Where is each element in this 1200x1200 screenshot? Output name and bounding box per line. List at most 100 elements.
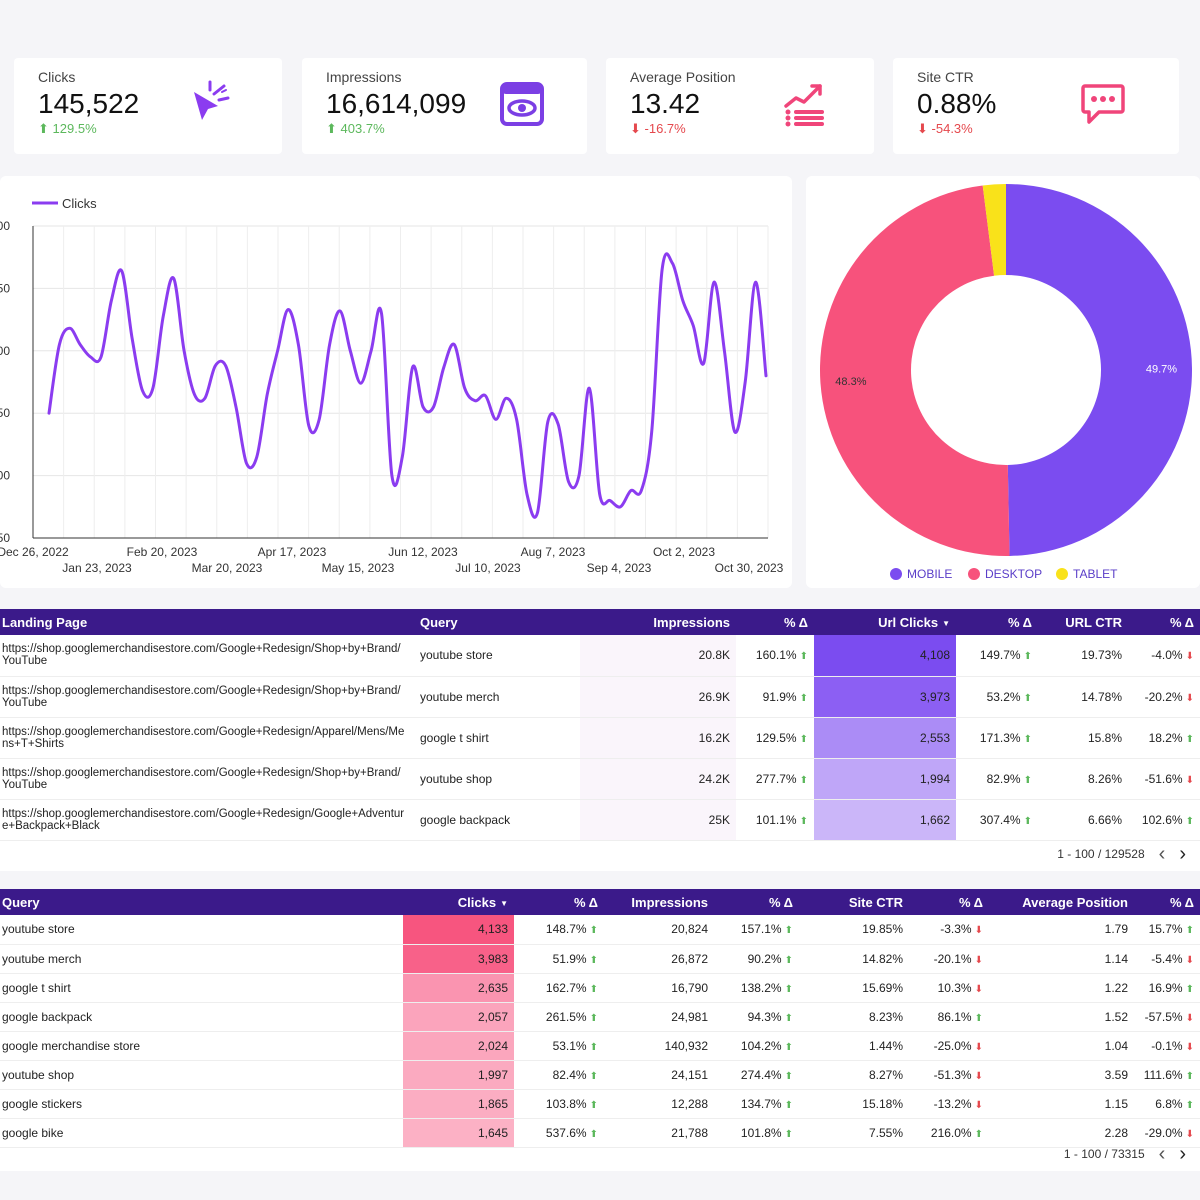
impressions-cell: 20.8K — [580, 635, 736, 677]
arrow-up-icon: ⬆ — [589, 983, 598, 995]
donut-slice-desktop[interactable] — [819, 185, 1010, 556]
col-header-clicks[interactable]: Clicks ▼ — [403, 889, 514, 915]
delta-value: 274.4% — [740, 1067, 782, 1082]
col-header-url-ctr-delta[interactable]: % Δ — [1128, 609, 1200, 635]
clicks-cell: 1,865 — [403, 1089, 514, 1119]
table-row[interactable]: youtube store 4,133 148.7% ⬆ 20,824 157.1% ⬆ 19… — [0, 915, 1200, 945]
table-row[interactable]: google merchandise store 2,024 53.1% ⬆ 140,9… — [0, 1031, 1200, 1061]
delta-value: 307.4% — [979, 812, 1021, 827]
donut-chart: 49.7% 48.3% MOBILE DESKTOP TABLET — [819, 184, 1193, 581]
delta-value: 162.7% — [545, 980, 587, 995]
col-header-impressions-delta[interactable]: % Δ — [736, 609, 814, 635]
col-header-clicks-delta[interactable]: % Δ — [514, 889, 604, 915]
table-row[interactable]: https://shop.googlemerchandisestore.com/… — [0, 635, 1200, 677]
table-row[interactable]: youtube shop 1,997 82.4% ⬆ 24,151 274.4% ⬆ 8.27… — [0, 1060, 1200, 1090]
delta-cell: 101.1% ⬆ — [736, 799, 814, 841]
x-tick-label: Jan 23, 2023 — [62, 561, 132, 575]
table-row[interactable]: google backpack 2,057 261.5% ⬆ 24,981 94.3% ⬆ 8… — [0, 1002, 1200, 1032]
arrow-down-icon: ⬇ — [974, 983, 983, 995]
table-row[interactable]: https://shop.googlemerchandisestore.com/… — [0, 799, 1200, 841]
query-cell[interactable]: google bike — [0, 1118, 403, 1148]
legend-label[interactable]: DESKTOP — [985, 567, 1042, 581]
delta-cell: 102.6% ⬆ — [1128, 799, 1200, 841]
col-header-impressions-delta[interactable]: % Δ — [714, 889, 799, 915]
col-header-query[interactable]: Query — [414, 609, 580, 635]
chevron-right-icon[interactable]: › — [1179, 843, 1186, 865]
arrow-up-icon: ⬆ — [1185, 733, 1194, 745]
legend-swatch — [890, 568, 902, 580]
arrow-up-icon: ⬆ — [1023, 651, 1032, 663]
donut-chart-panel: 49.7% 48.3% MOBILE DESKTOP TABLET — [806, 176, 1200, 588]
query-cell[interactable]: google t shirt — [0, 973, 403, 1003]
col-header-url-ctr[interactable]: URL CTR — [1038, 609, 1128, 635]
table-row[interactable]: https://shop.googlemerchandisestore.com/… — [0, 676, 1200, 718]
table-row[interactable]: google t shirt 2,635 162.7% ⬆ 16,790 138.2% ⬆ 1… — [0, 973, 1200, 1003]
delta-cell: 111.6% ⬆ — [1134, 1060, 1200, 1090]
landing-page-cell[interactable]: https://shop.googlemerchandisestore.com/… — [0, 635, 414, 677]
delta-value: 111.6% — [1143, 1067, 1183, 1082]
arrow-up-icon: ⬆ — [784, 1041, 793, 1053]
col-header-url-clicks[interactable]: Url Clicks ▼ — [814, 609, 956, 635]
landing-page-table: Landing Page Query Impressions % Δ Url C… — [0, 609, 1200, 871]
col-header-average-position[interactable]: Average Position — [989, 889, 1134, 915]
delta-cell: 51.9% ⬆ — [514, 944, 604, 974]
arrow-down-icon: ⬇ — [1185, 1012, 1194, 1024]
delta-value: 149.7% — [979, 648, 1021, 663]
landing-page-cell[interactable]: https://shop.googlemerchandisestore.com/… — [0, 717, 414, 759]
legend-label[interactable]: TABLET — [1073, 567, 1118, 581]
x-tick-label: Mar 20, 2023 — [192, 561, 263, 575]
col-header-url-clicks-delta[interactable]: % Δ — [956, 609, 1038, 635]
landing-page-cell[interactable]: https://shop.googlemerchandisestore.com/… — [0, 758, 414, 800]
delta-cell: 149.7% ⬆ — [956, 635, 1038, 677]
delta-value: 102.6% — [1141, 812, 1183, 827]
donut-slice-tablet[interactable] — [982, 184, 1006, 276]
col-header-site-ctr-delta[interactable]: % Δ — [909, 889, 989, 915]
delta-cell: 171.3% ⬆ — [956, 717, 1038, 759]
table-row[interactable]: google stickers 1,865 103.8% ⬆ 12,288 134.7% ⬆… — [0, 1089, 1200, 1119]
table-row[interactable]: https://shop.googlemerchandisestore.com/… — [0, 758, 1200, 800]
impressions-cell: 24,151 — [604, 1060, 714, 1090]
query-cell[interactable]: google merchandise store — [0, 1031, 403, 1061]
delta-cell: 261.5% ⬆ — [514, 1002, 604, 1032]
legend-swatch — [968, 568, 980, 580]
col-header-impressions[interactable]: Impressions — [580, 609, 736, 635]
landing-page-cell[interactable]: https://shop.googlemerchandisestore.com/… — [0, 676, 414, 718]
delta-value: -51.6% — [1144, 771, 1183, 786]
chevron-left-icon[interactable]: ‹ — [1158, 1143, 1166, 1165]
url-ctr-cell: 15.8% — [1038, 717, 1128, 759]
chevron-left-icon[interactable]: ‹ — [1158, 843, 1166, 865]
query-cell[interactable]: google stickers — [0, 1089, 403, 1119]
col-header-site-ctr[interactable]: Site CTR — [799, 889, 909, 915]
col-header-impressions[interactable]: Impressions — [604, 889, 714, 915]
arrow-up-icon: ⬆ — [1185, 1070, 1194, 1082]
col-header-query[interactable]: Query — [0, 889, 403, 915]
table-row[interactable]: youtube merch 3,983 51.9% ⬆ 26,872 90.2% ⬆ 14.8… — [0, 944, 1200, 974]
chevron-right-icon[interactable]: › — [1179, 1143, 1186, 1165]
site-ctr-cell: 1.44% — [799, 1031, 909, 1061]
legend-label[interactable]: MOBILE — [907, 567, 952, 581]
donut-slice-mobile[interactable] — [1006, 184, 1193, 556]
delta-value: 148.7% — [545, 922, 587, 937]
query-cell[interactable]: youtube merch — [0, 944, 403, 974]
kpi-card-site-ctr: Site CTR 0.88% ⬇ -54.3% — [893, 58, 1179, 154]
delta-cell: 6.8% ⬆ — [1134, 1089, 1200, 1119]
query-cell[interactable]: youtube shop — [0, 1060, 403, 1090]
col-header-average-position-delta[interactable]: % Δ — [1134, 889, 1200, 915]
landing-page-cell[interactable]: https://shop.googlemerchandisestore.com/… — [0, 799, 414, 841]
line-chart-panel: Clicks 600 550 500 450 400 350 Dec 26, 2022 Fe… — [0, 176, 792, 588]
x-tick-label: May 15, 2023 — [322, 561, 395, 575]
table-row[interactable]: google bike 1,645 537.6% ⬆ 21,788 101.8% ⬆ 7.55… — [0, 1118, 1200, 1148]
delta-cell: 307.4% ⬆ — [956, 799, 1038, 841]
arrow-up-icon: ⬆ — [589, 954, 598, 966]
query-cell: youtube shop — [414, 758, 580, 800]
query-cell[interactable]: google backpack — [0, 1002, 403, 1032]
query-cell[interactable]: youtube store — [0, 915, 403, 945]
average-position-cell: 1.15 — [989, 1089, 1134, 1119]
table-row[interactable]: https://shop.googlemerchandisestore.com/… — [0, 717, 1200, 759]
col-header-landing-page[interactable]: Landing Page — [0, 609, 414, 635]
clicks-cell: 2,635 — [403, 973, 514, 1003]
url-ctr-cell: 6.66% — [1038, 799, 1128, 841]
clicks-cell: 2,024 — [403, 1031, 514, 1061]
kpi-value: 0.88% — [917, 88, 997, 119]
kpi-delta: ⬆ 403.7% — [326, 121, 385, 137]
